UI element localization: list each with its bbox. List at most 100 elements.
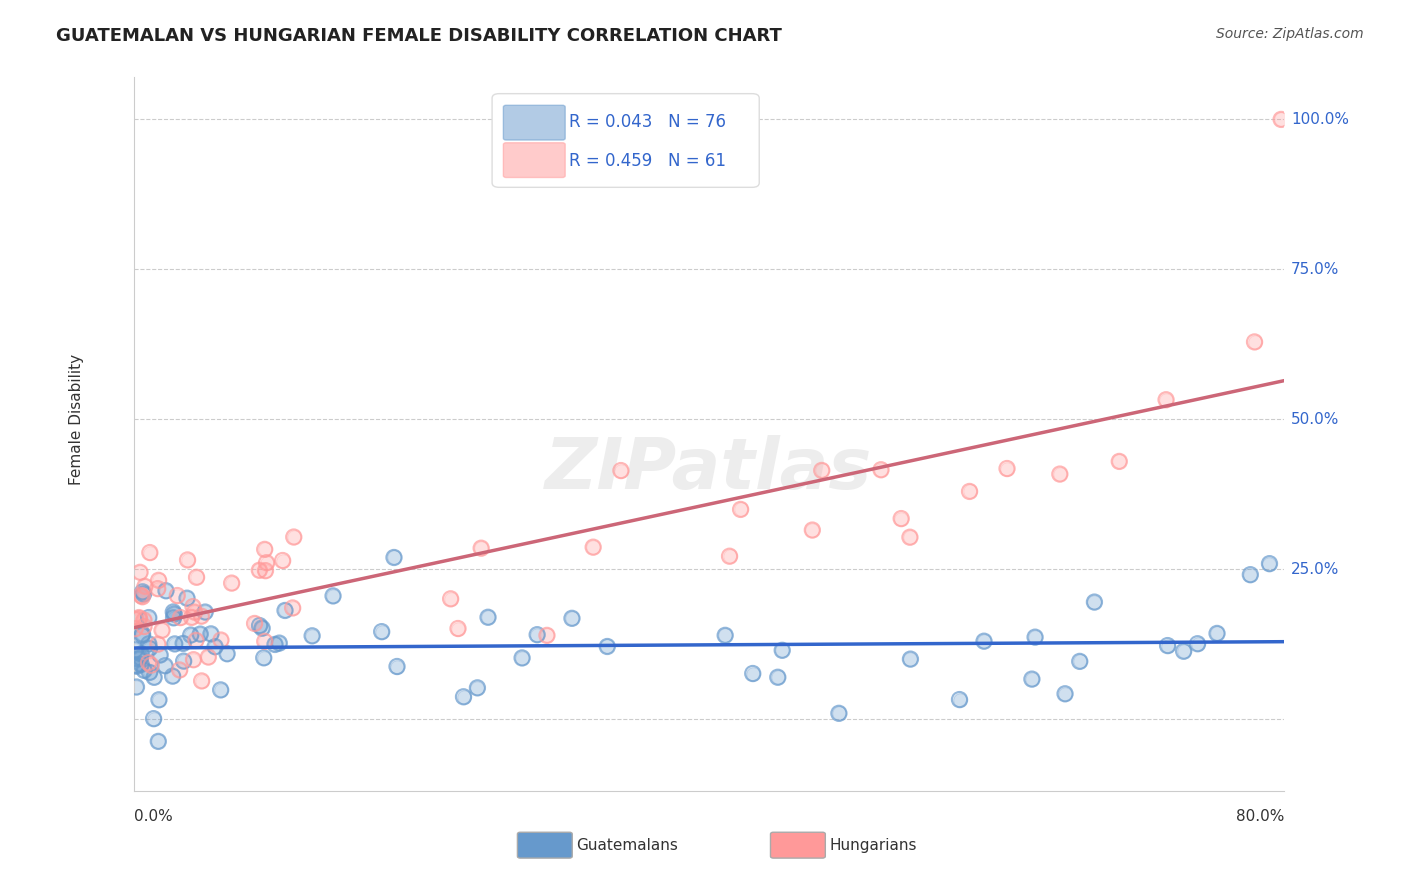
Point <box>561 611 583 625</box>
Point <box>1258 557 1281 571</box>
Point <box>253 542 276 557</box>
Point <box>127 652 149 666</box>
Point <box>1054 687 1077 701</box>
Point <box>138 637 160 651</box>
Point <box>714 628 737 642</box>
Point <box>134 579 156 593</box>
Point <box>172 636 194 650</box>
Point <box>200 627 222 641</box>
Point <box>385 659 408 673</box>
Point <box>256 556 278 570</box>
Point <box>249 618 271 632</box>
Point <box>253 650 276 665</box>
Point <box>138 637 160 651</box>
Point <box>134 664 156 678</box>
Point <box>142 712 165 726</box>
Point <box>900 652 922 666</box>
Point <box>129 657 152 672</box>
Point <box>870 463 893 477</box>
Point <box>204 640 226 654</box>
Point <box>129 589 152 603</box>
Point <box>194 605 217 619</box>
Text: Female Disability: Female Disability <box>69 354 83 485</box>
Point <box>536 628 558 642</box>
Point <box>730 502 752 516</box>
Point <box>1258 557 1281 571</box>
Point <box>741 666 763 681</box>
Point <box>973 634 995 648</box>
Point <box>124 622 146 636</box>
Point <box>253 634 276 648</box>
Point <box>801 523 824 537</box>
Point <box>125 680 148 694</box>
Point <box>180 610 202 624</box>
Point <box>132 587 155 601</box>
Point <box>770 643 793 657</box>
Point <box>124 612 146 626</box>
Point <box>1108 454 1130 468</box>
Point <box>253 634 276 648</box>
Point <box>1024 630 1046 644</box>
Point <box>301 629 323 643</box>
Point <box>176 553 198 567</box>
Point <box>148 734 170 748</box>
Point <box>142 712 165 726</box>
Point <box>184 633 207 648</box>
Point <box>131 584 153 599</box>
Point <box>274 603 297 617</box>
Point <box>209 633 232 648</box>
Point <box>138 665 160 680</box>
Point <box>162 611 184 625</box>
Point <box>221 576 243 591</box>
Point <box>370 624 392 639</box>
Point <box>138 610 160 624</box>
Point <box>477 610 499 624</box>
Point <box>176 591 198 606</box>
Point <box>146 637 169 651</box>
Point <box>162 669 184 683</box>
Point <box>186 570 208 584</box>
Point <box>253 650 276 665</box>
Point <box>959 484 981 499</box>
Point <box>269 636 291 650</box>
Point <box>1156 639 1178 653</box>
Point <box>250 621 273 635</box>
Point <box>173 654 195 668</box>
Point <box>180 610 202 624</box>
Point <box>1069 654 1091 668</box>
Point <box>143 670 166 684</box>
Point <box>890 511 912 525</box>
Point <box>447 622 470 636</box>
Point <box>184 633 207 648</box>
Point <box>149 648 172 662</box>
Point <box>1024 630 1046 644</box>
Point <box>1021 672 1043 686</box>
Point <box>453 690 475 704</box>
Point <box>131 627 153 641</box>
Point <box>561 611 583 625</box>
Point <box>125 659 148 673</box>
Point <box>1021 672 1043 686</box>
Point <box>322 589 344 603</box>
Point <box>440 591 463 606</box>
Point <box>510 651 533 665</box>
Point <box>596 640 619 654</box>
Point <box>132 613 155 627</box>
Point <box>1083 595 1105 609</box>
Point <box>281 601 304 615</box>
Point <box>741 666 763 681</box>
Point <box>176 553 198 567</box>
Point <box>322 589 344 603</box>
Point <box>124 642 146 657</box>
Point <box>190 609 212 624</box>
Point <box>209 682 232 697</box>
Point <box>221 576 243 591</box>
Point <box>131 627 153 641</box>
Point <box>582 540 605 554</box>
Point <box>131 590 153 604</box>
Point <box>217 647 239 661</box>
Point <box>166 589 188 603</box>
Point <box>163 607 186 621</box>
Point <box>1187 637 1209 651</box>
Point <box>163 637 186 651</box>
